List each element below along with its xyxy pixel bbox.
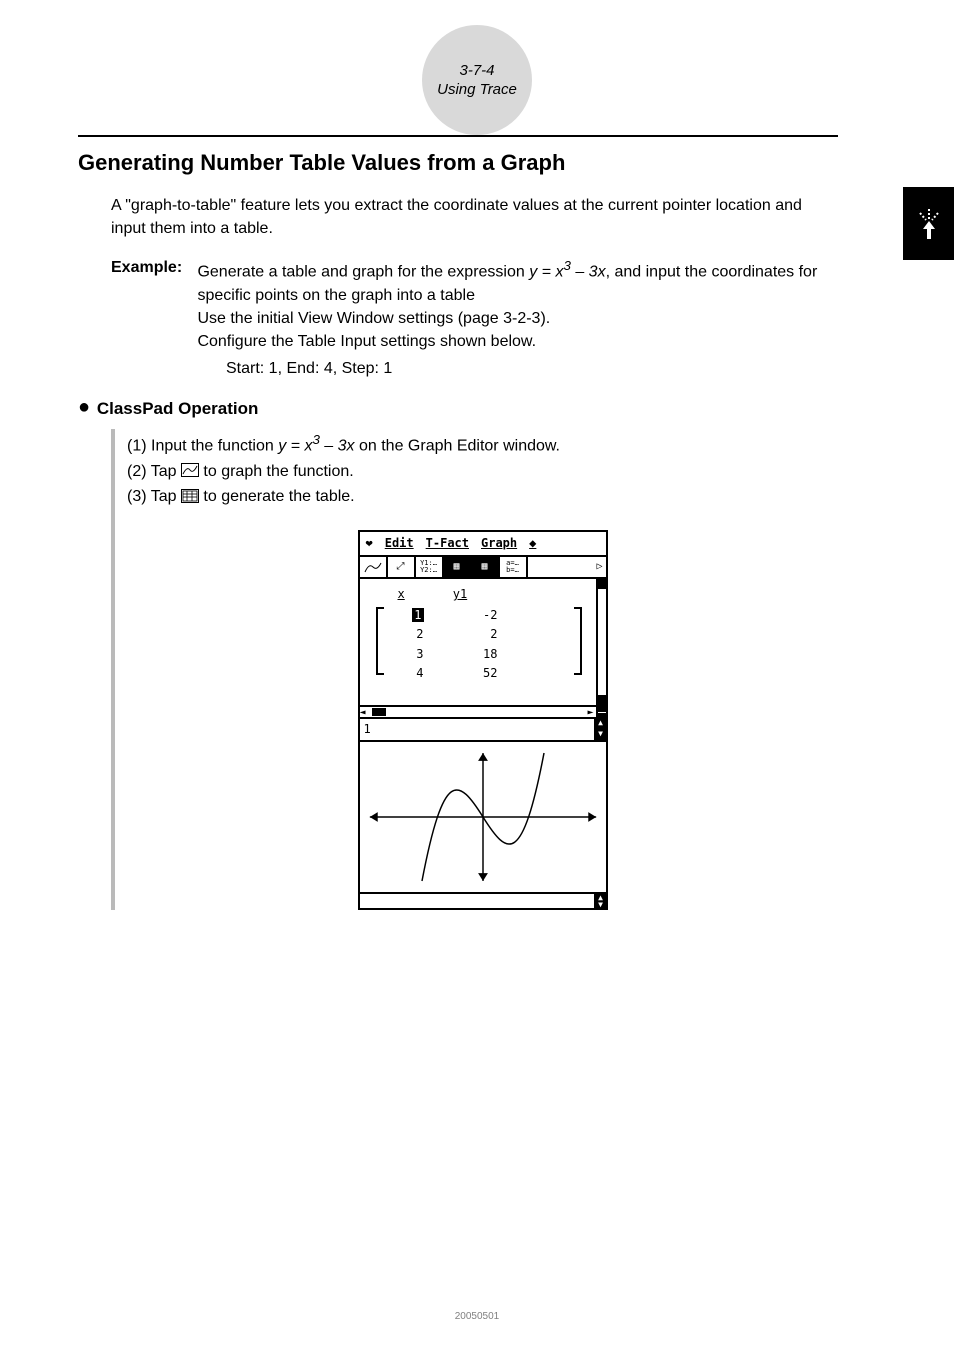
operation-heading-text: ClassPad Operation	[97, 399, 259, 418]
cell-y: 52	[448, 664, 498, 683]
tb-table-icon[interactable]: ▦	[444, 557, 472, 577]
example-body: Generate a table and graph for the expre…	[197, 256, 837, 353]
horizontal-scrollbar[interactable]	[360, 707, 606, 719]
cell-x: 1	[412, 608, 423, 622]
entry-spinner[interactable]: ▲▼	[596, 719, 606, 740]
graph-svg	[360, 742, 606, 892]
scroll-v-stub[interactable]	[596, 707, 606, 717]
step-3: (3) Tap to generate the table.	[127, 484, 838, 510]
menu-tfact[interactable]: T-Fact	[420, 532, 475, 555]
tb-zoom-icon[interactable]: ⤢	[388, 557, 416, 577]
status-value[interactable]	[360, 894, 596, 908]
cell-y: -2	[448, 606, 498, 625]
ss-menubar: ❤ Edit T-Fact Graph ◆	[360, 532, 606, 557]
page-ref: 3-7-4	[459, 61, 494, 81]
ss-toolbar: ⤢ Y1:…Y2:… ▦ ▦ a=…b=… ▷	[360, 557, 606, 579]
cell-x: 4	[416, 666, 423, 680]
tb-yequals-icon[interactable]: Y1:…Y2:…	[416, 557, 444, 577]
step1-sup: 3	[312, 432, 319, 447]
step3-a: (3) Tap	[127, 488, 181, 505]
menu-graph[interactable]: Graph	[475, 532, 523, 555]
step3-b: to generate the table.	[199, 488, 355, 505]
step2-a: (2) Tap	[127, 463, 181, 480]
steps-list: (1) Input the function y = x3 – 3x on th…	[111, 429, 838, 910]
entry-line: 1 ▲▼	[360, 719, 606, 742]
table-row[interactable]: 4 52	[388, 664, 588, 683]
tb-expand-icon[interactable]: ▷	[528, 557, 606, 577]
side-tab-icon	[903, 187, 954, 260]
cell-x: 2	[416, 627, 423, 641]
calculator-screenshot: ❤ Edit T-Fact Graph ◆ ⤢ Y1:…Y2:… ▦ ▦ a=……	[358, 530, 608, 910]
status-bar: ▲▼	[360, 892, 606, 908]
example-label: Example:	[111, 256, 193, 279]
table-row[interactable]: 1 -2	[388, 606, 588, 625]
step1-b: on the Graph Editor window.	[355, 437, 560, 454]
bullet-icon: ●	[78, 398, 90, 416]
example-expr-sup: 3	[563, 258, 570, 273]
example-settings: Start: 1, End: 4, Step: 1	[226, 357, 838, 380]
cell-y: 2	[448, 625, 498, 644]
example-block: Example: Generate a table and graph for …	[111, 256, 838, 380]
tb-solve-icon[interactable]: a=…b=…	[500, 557, 528, 577]
table-icon	[181, 489, 199, 503]
section-title: Generating Number Table Values from a Gr…	[78, 150, 838, 176]
step-2: (2) Tap to graph the function.	[127, 459, 838, 485]
cell-y: 18	[448, 645, 498, 664]
operation-heading: ● ClassPad Operation	[78, 399, 838, 419]
graph-icon	[181, 463, 199, 477]
example-line3: Configure the Table Input settings shown…	[197, 333, 536, 350]
table-row[interactable]: 3 18	[388, 645, 588, 664]
example-line2: Use the initial View Window settings (pa…	[197, 310, 550, 327]
step1-tail: – 3x	[320, 437, 355, 454]
x-arrow-right	[588, 812, 596, 822]
menu-more[interactable]: ◆	[523, 532, 542, 555]
page-header-circle: 3-7-4 Using Trace	[422, 25, 532, 135]
step1-expr-y: y = x	[278, 437, 312, 454]
bracket-right	[574, 607, 582, 675]
step1-a: (1) Input the function	[127, 437, 278, 454]
step2-b: to graph the function.	[199, 463, 354, 480]
tb-graph-icon[interactable]	[360, 557, 388, 577]
horizontal-rule	[78, 135, 838, 137]
tb-graphtable-icon[interactable]: ▦	[472, 557, 500, 577]
vertical-scrollbar[interactable]	[596, 579, 606, 705]
ss-table-pane: x y1 1 -2 2 2 3 18	[360, 579, 606, 707]
footer-number: 20050501	[455, 1311, 500, 1322]
th-y1: y1	[453, 585, 467, 604]
table-row[interactable]: 2 2	[388, 625, 588, 644]
th-x: x	[398, 585, 405, 604]
entry-value[interactable]: 1	[360, 719, 596, 740]
cell-x: 3	[416, 647, 423, 661]
intro-paragraph: A "graph-to-table" feature lets you extr…	[111, 194, 838, 240]
example-expr-tail: – 3x	[571, 264, 606, 281]
x-arrow-left	[369, 812, 377, 822]
menu-edit[interactable]: Edit	[379, 532, 420, 555]
example-expr-y: y = x	[529, 264, 563, 281]
example-line1a: Generate a table and graph for the expre…	[197, 264, 529, 281]
y-arrow-up	[478, 753, 488, 761]
status-spinner[interactable]: ▲▼	[596, 894, 606, 908]
graph-pane	[360, 742, 606, 892]
menu-app-icon[interactable]: ❤	[360, 532, 379, 555]
y-arrow-down	[478, 873, 488, 881]
step-1: (1) Input the function y = x3 – 3x on th…	[127, 429, 838, 459]
scroll-thumb[interactable]	[372, 708, 386, 716]
chapter-name: Using Trace	[437, 80, 517, 100]
bracket-left	[376, 607, 384, 675]
